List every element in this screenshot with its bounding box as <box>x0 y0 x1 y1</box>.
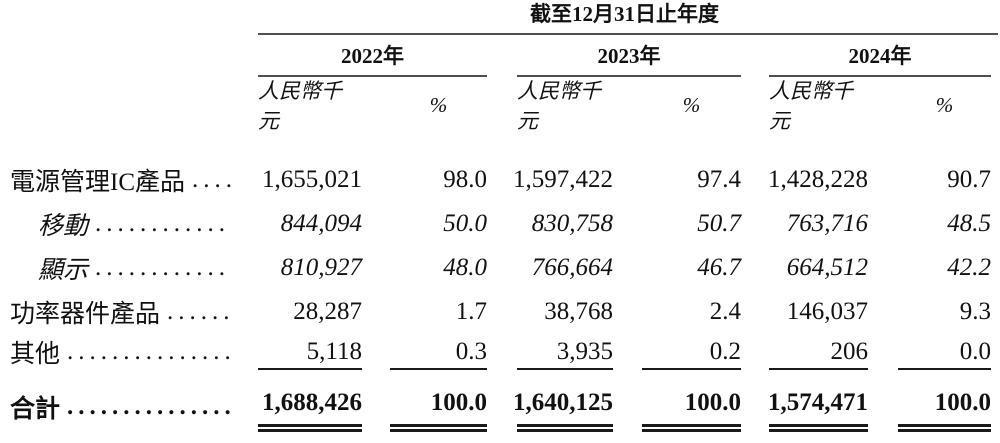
percent-cell: 46.7 <box>697 254 741 281</box>
percent-cell: 0.3 <box>390 334 487 370</box>
row-label-text: 移動 <box>38 213 89 240</box>
amount-cell: 1,655,021 <box>262 166 362 193</box>
amount-cell: 664,512 <box>786 254 868 281</box>
dot-leader: ............ <box>95 210 231 237</box>
percent-cell: 2.4 <box>709 298 741 325</box>
row-label-display: 顯示 ............ <box>0 246 258 290</box>
amount-cell: 38,768 <box>544 298 613 325</box>
percent-cell: 0.2 <box>642 334 741 370</box>
total-percent-cell: 100.0 <box>390 370 487 432</box>
total-amount-cell: 1,574,471 <box>768 370 868 432</box>
year-header-2022: 2022年 <box>258 35 487 77</box>
row-label-text: 顯示 <box>38 257 89 284</box>
dot-leader: ....... <box>167 298 234 325</box>
row-label-others: 其他 ............... <box>0 334 258 370</box>
row-label-text: 功率器件產品 <box>10 301 161 328</box>
amount-cell: 844,094 <box>280 210 362 237</box>
amount-cell: 1,428,228 <box>768 166 868 193</box>
row-label-text: 電源管理IC產品 <box>10 169 186 196</box>
percent-cell: 98.0 <box>443 166 487 193</box>
amount-cell: 830,758 <box>531 210 613 237</box>
amount-cell: 766,664 <box>531 254 613 281</box>
percent-cell: 50.7 <box>697 210 741 237</box>
percent-cell: 48.5 <box>947 210 991 237</box>
dot-leader: ............ <box>95 254 231 281</box>
unit-header-2023: 人民幣千元 <box>517 79 601 133</box>
percent-cell: 48.0 <box>443 254 487 281</box>
amount-cell: 146,037 <box>786 298 868 325</box>
percent-cell: 97.4 <box>697 166 741 193</box>
row-label-mobile: 移動 ............ <box>0 202 258 246</box>
total-amount-cell: 1,688,426 <box>258 370 362 432</box>
amount-cell: 1,597,422 <box>513 166 613 193</box>
row-label-power-management-ic: 電源管理IC產品 ..... <box>0 158 258 202</box>
year-header-2024: 2024年 <box>769 35 991 77</box>
unit-header-2022: 人民幣千元 <box>258 79 342 133</box>
dot-leader: ............... <box>67 338 234 365</box>
percent-header-2024: % <box>935 92 954 117</box>
amount-cell: 810,927 <box>280 254 362 281</box>
percent-cell: 42.2 <box>947 254 991 281</box>
percent-header-2022: % <box>429 92 448 117</box>
percent-cell: 50.0 <box>443 210 487 237</box>
row-label-text: 合計 <box>10 396 61 423</box>
year-header-2023: 2023年 <box>517 35 741 77</box>
total-percent-cell: 100.0 <box>642 370 741 432</box>
amount-cell: 763,716 <box>786 210 868 237</box>
amount-cell: 206 <box>769 334 868 370</box>
percent-cell: 1.7 <box>455 298 487 325</box>
unit-header-2024: 人民幣千元 <box>769 79 853 133</box>
table-title: 截至12月31日止年度 <box>530 2 719 26</box>
amount-cell: 28,287 <box>293 298 362 325</box>
row-label-text: 其他 <box>10 341 61 368</box>
percent-cell: 9.3 <box>959 298 991 325</box>
total-amount-cell: 1,640,125 <box>513 370 613 432</box>
row-label-power-device: 功率器件產品 ....... <box>0 290 258 334</box>
amount-cell: 3,935 <box>517 334 613 370</box>
percent-header-2023: % <box>682 92 701 117</box>
total-percent-cell: 100.0 <box>898 370 991 432</box>
percent-cell: 90.7 <box>947 166 991 193</box>
percent-cell: 0.0 <box>898 334 991 370</box>
table-top-rule <box>258 0 998 35</box>
dot-leader: ..... <box>192 166 234 193</box>
row-label-total: 合計 ............... <box>0 370 258 432</box>
dot-leader: ............... <box>67 393 234 420</box>
amount-cell: 5,118 <box>258 334 362 370</box>
